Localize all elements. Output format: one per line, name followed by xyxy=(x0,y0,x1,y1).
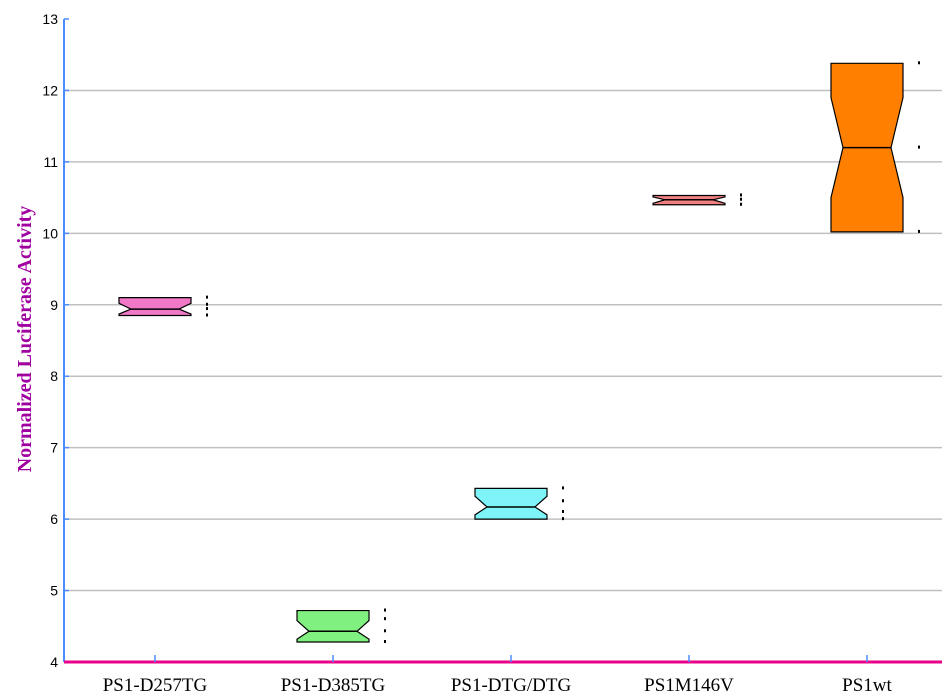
y-tick-label: 13 xyxy=(42,11,58,27)
x-tick-label: PS1M146V xyxy=(644,675,734,696)
data-point xyxy=(206,295,208,299)
x-tick-labels: PS1-D257TG PS1-D385TG PS1-DTG/DTG PS1M146V P… xyxy=(103,675,893,696)
data-point xyxy=(384,629,386,633)
boxes-group xyxy=(118,61,920,643)
y-tick-label: 9 xyxy=(50,297,58,313)
y-axis-label: Normalized Luciferase Activity xyxy=(14,206,36,473)
x-tick-label: PS1-DTG/DTG xyxy=(451,675,572,696)
box-PS1-D385TG xyxy=(296,609,370,643)
data-point xyxy=(384,608,386,612)
axes-group xyxy=(63,18,942,664)
data-point xyxy=(206,302,208,306)
x-tick-label: PS1-D257TG xyxy=(103,675,208,696)
data-point xyxy=(206,307,208,311)
y-tick-label: 6 xyxy=(50,511,58,527)
grid-lines xyxy=(64,89,942,592)
data-point xyxy=(740,197,742,201)
data-point xyxy=(384,639,386,643)
y-tick-label: 5 xyxy=(50,583,58,599)
y-tick-label: 4 xyxy=(50,654,58,670)
y-tick-label: 11 xyxy=(43,154,58,170)
data-point xyxy=(918,229,920,233)
data-point xyxy=(562,517,564,521)
data-point xyxy=(562,509,564,513)
y-tick-labels: 4 5 6 7 8 9 10 11 12 13 xyxy=(42,11,58,670)
data-point xyxy=(918,61,920,65)
data-point xyxy=(384,617,386,621)
data-point xyxy=(562,486,564,490)
y-tick-label: 10 xyxy=(42,225,58,241)
data-point xyxy=(206,313,208,317)
y-tick-label: 12 xyxy=(42,82,58,98)
data-point xyxy=(740,193,742,197)
y-tick-label: 8 xyxy=(50,368,58,384)
data-point xyxy=(562,499,564,503)
box-PS1-DTG/DTG xyxy=(474,487,548,520)
box-PS1-D257TG xyxy=(118,297,192,317)
y-tick-label: 7 xyxy=(50,440,58,456)
x-tick-label: PS1wt xyxy=(842,675,892,696)
data-point xyxy=(918,145,920,149)
data-point xyxy=(740,202,742,206)
x-tick-label: PS1-D385TG xyxy=(281,675,386,696)
